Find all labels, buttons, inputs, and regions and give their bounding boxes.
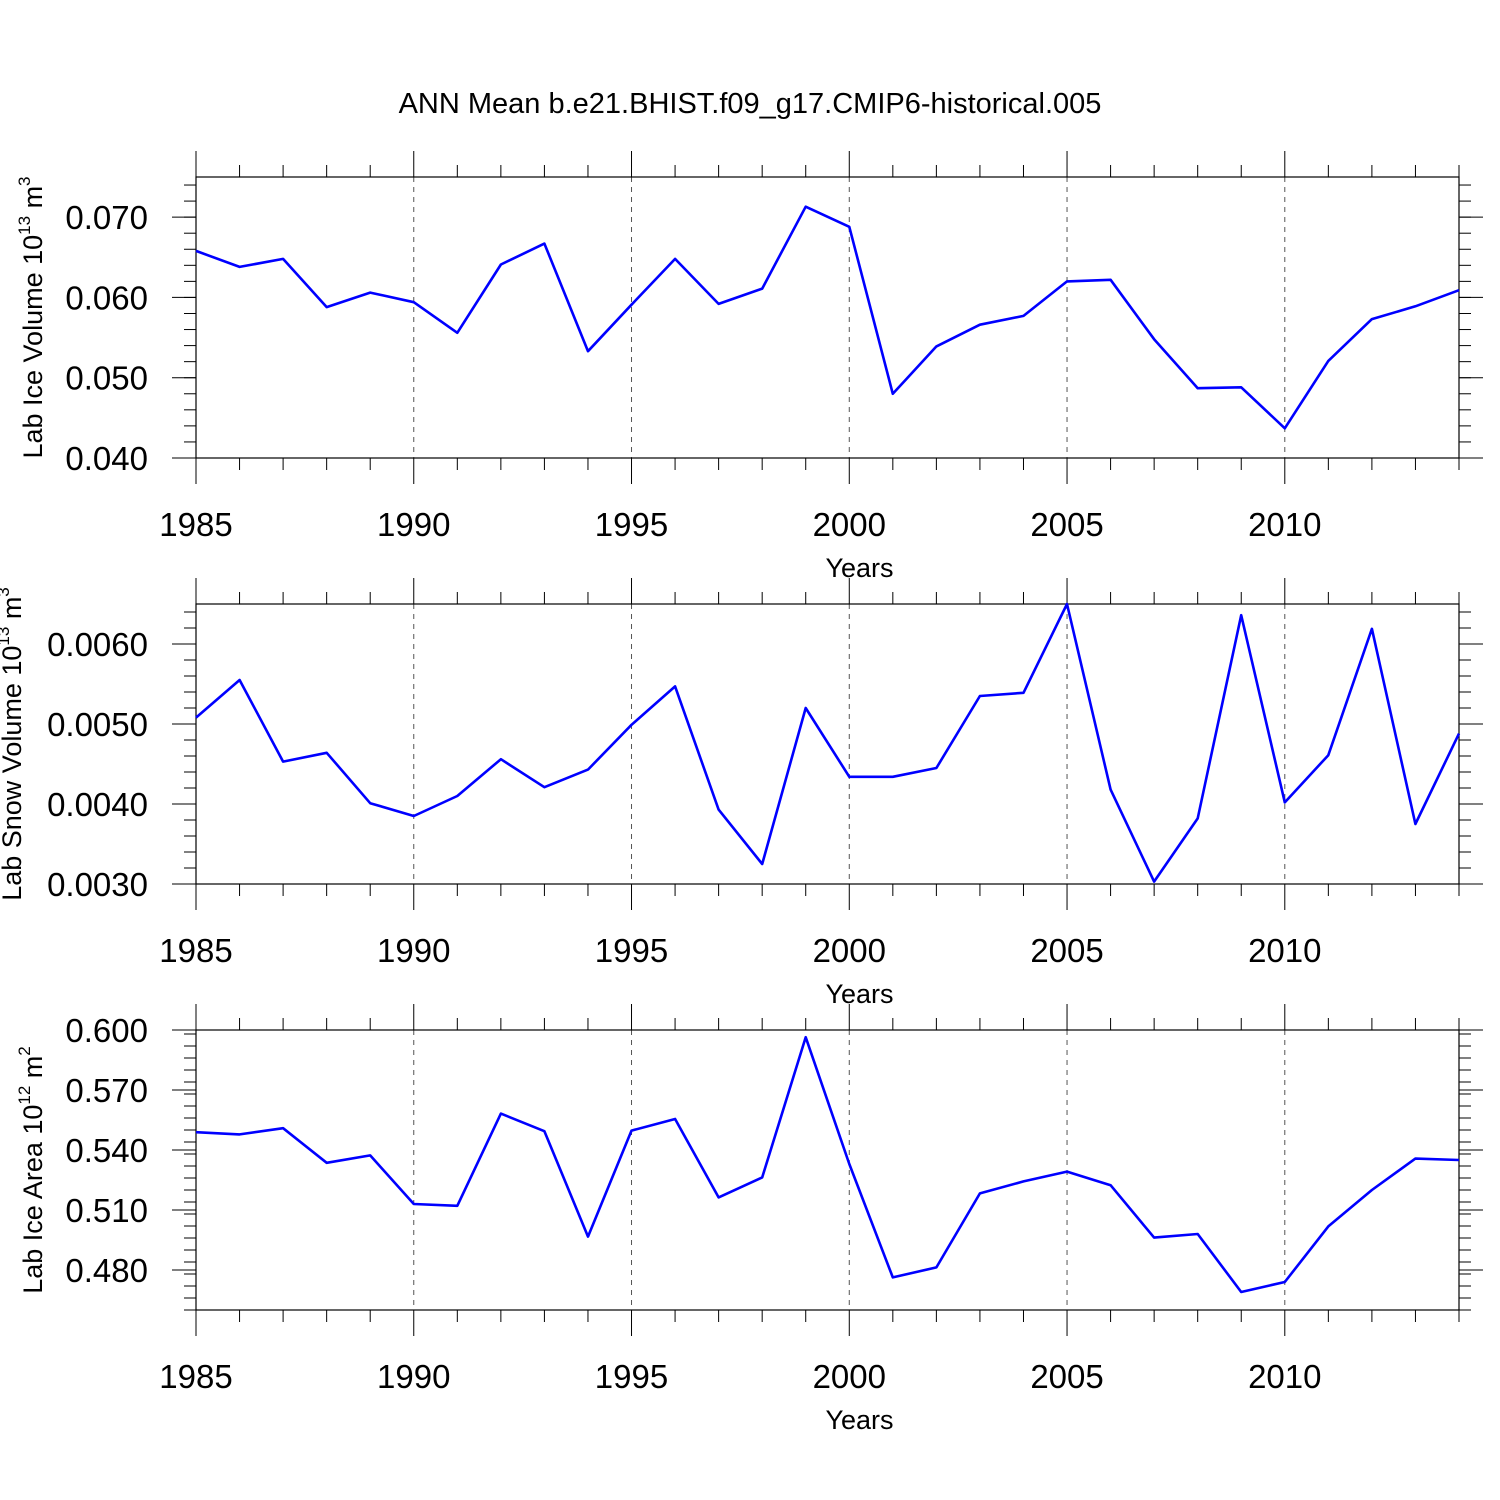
panel-3: 0.480 0.510 0.540 0.570 0.600 1985 1990 1995 200… bbox=[15, 1004, 1483, 1435]
plot-frame bbox=[195, 603, 1460, 885]
plot-frame bbox=[195, 1029, 1460, 1311]
x-tick-label: 2005 bbox=[1030, 932, 1103, 969]
y-axis-title: Lab Ice Volume 1013 m3 bbox=[15, 176, 48, 458]
panel-2: 0.0030 0.0040 0.0050 0.0060 1985 1990 1995 2000… bbox=[0, 578, 1483, 1009]
x-tick-label: 1990 bbox=[377, 506, 450, 543]
x-tick-label: 2005 bbox=[1030, 506, 1103, 543]
x-axis-title: Years bbox=[825, 553, 893, 583]
plot-frame bbox=[195, 176, 1460, 459]
x-tick-label: 2010 bbox=[1248, 932, 1321, 969]
series-line-1 bbox=[195, 205, 1460, 430]
y-tick-label: 0.0040 bbox=[47, 786, 148, 823]
y-tick-label: 0.050 bbox=[65, 360, 148, 397]
x-tick-label: 2005 bbox=[1030, 1358, 1103, 1395]
y-axis-title: Lab Snow Volume 1013 m3 bbox=[0, 587, 27, 901]
y-tick-label: 0.060 bbox=[65, 279, 148, 316]
series-line-1 bbox=[195, 602, 1461, 883]
x-tick-label: 1995 bbox=[595, 506, 668, 543]
y-tick-label: 0.0060 bbox=[47, 626, 148, 663]
x-tick-label: 2000 bbox=[813, 932, 886, 969]
x-tick-label: 1990 bbox=[377, 932, 450, 969]
x-tick-label: 1985 bbox=[159, 506, 232, 543]
y-tick-label: 0.570 bbox=[65, 1072, 148, 1109]
y-tick-label: 0.0030 bbox=[47, 866, 148, 903]
x-tick-label: 2010 bbox=[1248, 506, 1321, 543]
x-axis-title: Years bbox=[825, 979, 893, 1009]
x-tick-label: 1985 bbox=[159, 1358, 232, 1395]
x-tick-label: 2000 bbox=[813, 506, 886, 543]
y-tick-label: 0.480 bbox=[65, 1252, 148, 1289]
y-tick-label: 0.070 bbox=[65, 199, 148, 236]
y-tick-label: 0.510 bbox=[65, 1192, 148, 1229]
y-axis-title: Lab Ice Area 1012 m2 bbox=[15, 1046, 48, 1294]
panels: 0.040 0.050 0.060 0.070 1985 1990 1995 2000 2005… bbox=[0, 151, 1483, 1435]
x-tick-label: 1990 bbox=[377, 1358, 450, 1395]
y-tick-label: 0.0050 bbox=[47, 706, 148, 743]
x-tick-label: 1985 bbox=[159, 932, 232, 969]
x-tick-label: 2000 bbox=[813, 1358, 886, 1395]
x-tick-label: 1995 bbox=[595, 932, 668, 969]
x-tick-label: 1995 bbox=[595, 1358, 668, 1395]
x-axis-title: Years bbox=[825, 1405, 893, 1435]
series-line-1 bbox=[195, 1035, 1460, 1294]
y-tick-label: 0.600 bbox=[65, 1012, 148, 1049]
y-tick-label: 0.040 bbox=[65, 440, 148, 477]
y-tick-label: 0.540 bbox=[65, 1132, 148, 1169]
panel-1: 0.040 0.050 0.060 0.070 1985 1990 1995 2000 2005… bbox=[15, 151, 1483, 583]
main-title: ANN Mean b.e21.BHIST.f09_g17.CMIP6-histo… bbox=[399, 88, 1102, 120]
x-tick-label: 2010 bbox=[1248, 1358, 1321, 1395]
